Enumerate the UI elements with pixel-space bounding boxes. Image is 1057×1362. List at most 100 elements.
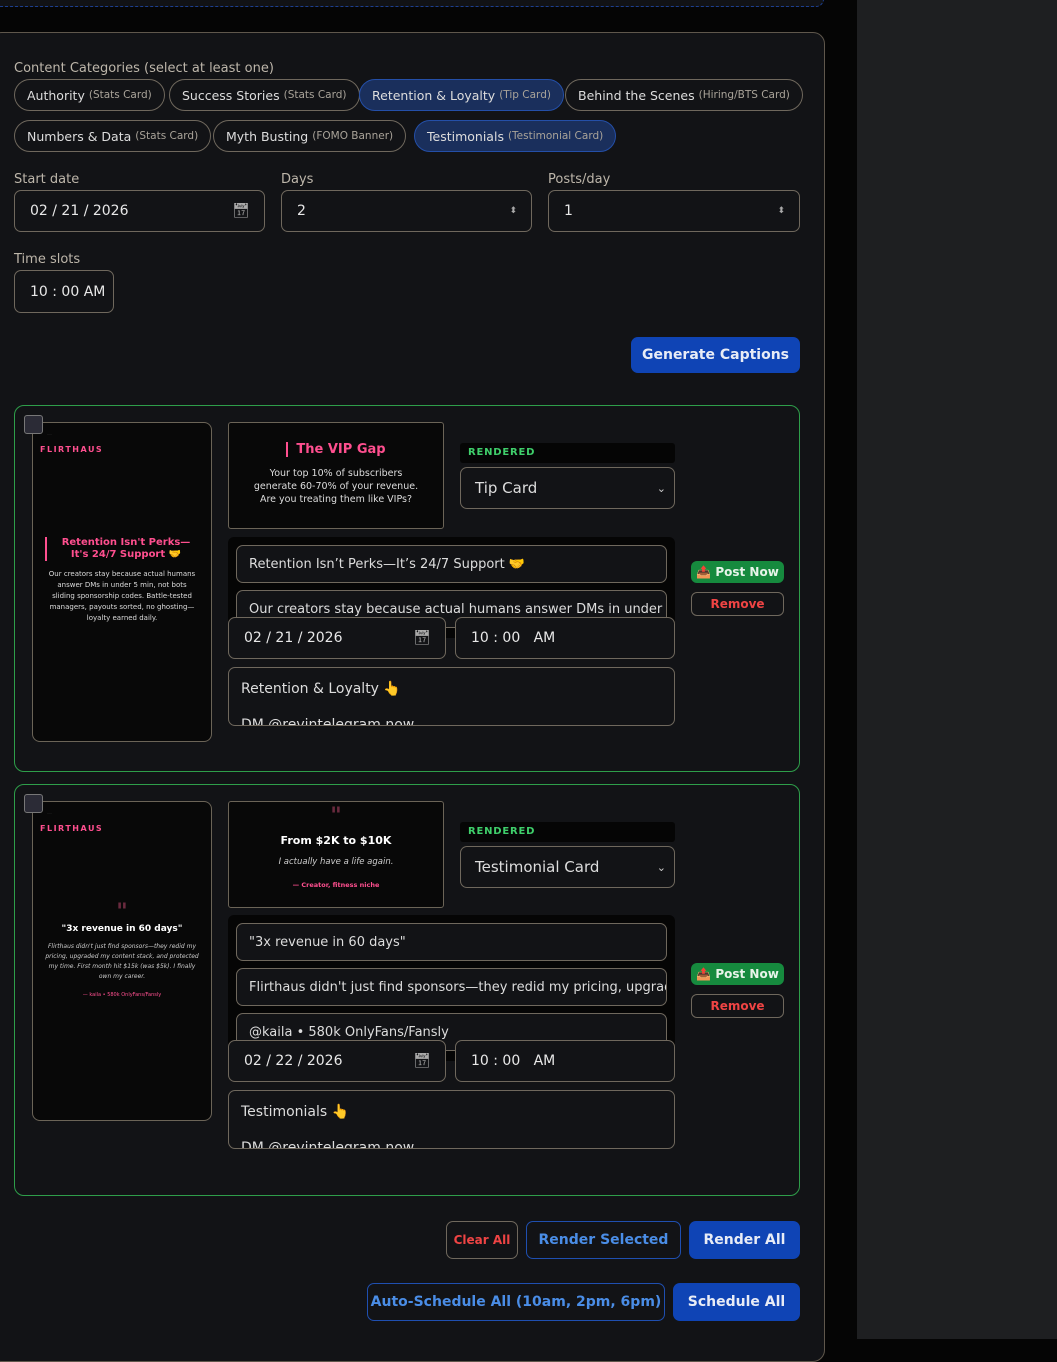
start-date-label: Start date [14,172,80,187]
post-now-button[interactable]: 📤 Post Now [691,963,784,985]
preview-body: Flirthaus didn't just find sponsors—they… [45,943,199,980]
chip-label: Numbers & Data [27,128,132,144]
category-chip[interactable]: Authority (Stats Card) [14,79,165,111]
posts-per-day-value: 1 [564,203,573,219]
preview-tag: ····· [47,432,52,436]
clear-all-button[interactable]: Clear All [446,1221,518,1259]
thumbnail-preview[interactable]: The VIP Gap Your top 10% of subscribers … [228,422,444,529]
caption-field-value: Our creators stay because actual humans … [249,601,667,617]
calendar-icon[interactable]: 📅︎ [232,203,250,219]
thumb-title: From $2K to $10K [280,834,392,847]
template-select[interactable]: Tip Card ⌄ [460,467,675,509]
chip-card-type: (Tip Card) [499,89,551,101]
stepper-icon[interactable]: ⬍ [777,206,785,216]
template-value: Tip Card [475,479,538,497]
calendar-icon[interactable]: 📅︎ [413,630,431,646]
caption-field-value: Flirthaus didn't just find sponsors—they… [249,979,667,995]
chip-card-type: (Stats Card) [88,89,152,101]
caption-field-value: @kaila • 580k OnlyFans/Fansly [249,1024,449,1040]
caption-field[interactable]: "3x revenue in 60 days" [236,923,667,961]
side-background [857,0,1057,1339]
status-badge: RENDERED [460,443,675,463]
status-badge: RENDERED [460,822,675,842]
rendered-preview[interactable]: ····· FLIRTHAUS Retention Isn't Perks—It'… [32,422,212,742]
start-date-value: 02 / 21 / 2026 [30,203,129,219]
posts-per-day-label: Posts/day [548,172,611,187]
caption-field[interactable]: Flirthaus didn't just find sponsors—they… [236,968,667,1006]
category-chip[interactable]: Retention & Loyalty (Tip Card) [359,79,564,111]
preview-author: — kaila • 580k OnlyFans/Fansly [82,992,162,998]
chip-card-type: (Stats Card) [135,130,199,142]
post-date-value: 02 / 22 / 2026 [244,1053,343,1069]
chip-card-type: (Testimonial Card) [507,130,604,142]
template-select[interactable]: Testimonial Card ⌄ [460,846,675,888]
time-slot-value: 10 : 00 AM [30,283,106,300]
quote-icon: " [330,804,342,829]
caption-line: DM @revintelegram now [241,1140,415,1149]
posts-per-day-input[interactable]: 1 ⬍ [548,190,800,232]
schedule-all-button[interactable]: Schedule All [673,1283,800,1321]
days-value: 2 [297,203,306,219]
caption-textarea[interactable]: Testimonials 👆 DM @revintelegram now [228,1090,675,1149]
category-chip[interactable]: Behind the Scenes (Hiring/BTS Card) [565,79,803,111]
auto-schedule-button[interactable]: Auto-Schedule All (10am, 2pm, 6pm) [367,1283,665,1321]
caption-field-value: Retention Isn’t Perks—It’s 24/7 Support … [249,556,526,572]
calendar-icon[interactable]: 📅︎ [413,1053,431,1069]
post-date-input[interactable]: 02 / 21 / 2026 📅︎ [228,617,446,659]
chevron-down-icon: ⌄ [656,481,666,495]
post-card: ····· FLIRTHAUS " "3x revenue in 60 days"… [14,784,800,1196]
chip-card-type: (FOMO Banner) [312,130,394,142]
caption-textarea[interactable]: Retention & Loyalty 👆 DM @revintelegram n… [228,667,675,726]
chip-label: Success Stories [182,87,280,103]
chip-card-type: (Hiring/BTS Card) [698,89,790,101]
post-now-button[interactable]: 📤 Post Now [691,561,784,583]
chip-label: Retention & Loyalty [372,87,496,103]
thumb-author: — Creator, fitness niche [292,881,380,889]
render-selected-button[interactable]: Render Selected [526,1221,681,1259]
post-time-input[interactable]: 10 : 00 AM [455,617,675,659]
days-input[interactable]: 2 ⬍ [281,190,532,232]
start-date-input[interactable]: 02 / 21 / 2026 📅︎ [14,190,265,232]
post-date-value: 02 / 21 / 2026 [244,630,343,646]
chip-label: Testimonials [427,128,504,144]
thumb-body: Your top 10% of subscribers generate 60-… [253,468,419,505]
upload-dropzone[interactable] [0,0,824,7]
post-card: ····· FLIRTHAUS Retention Isn't Perks—It'… [14,405,800,772]
post-date-input[interactable]: 02 / 22 / 2026 📅︎ [228,1040,446,1082]
chip-card-type: (Stats Card) [283,89,347,101]
remove-button[interactable]: Remove [691,994,784,1018]
caption-field-value: "3x revenue in 60 days" [249,934,406,950]
chip-label: Behind the Scenes [578,87,695,103]
category-chip[interactable]: Testimonials (Testimonial Card) [414,120,617,152]
thumbnail-preview[interactable]: " From $2K to $10K I actually have a lif… [228,801,444,908]
post-time-value: 10 : 00 AM [471,630,556,646]
chip-label: Authority [27,87,85,103]
time-slots-label: Time slots [14,252,81,267]
days-label: Days [281,172,314,187]
preview-title: Retention Isn't Perks—It's 24/7 Support … [45,537,199,561]
thumb-title: The VIP Gap [286,442,386,457]
category-chip[interactable]: Myth Busting (FOMO Banner) [213,120,407,152]
preview-tag: ····· [47,811,52,815]
rendered-preview[interactable]: ····· FLIRTHAUS " "3x revenue in 60 days"… [32,801,212,1121]
thumb-body: I actually have a life again. [278,857,394,867]
remove-button[interactable]: Remove [691,592,784,616]
quote-icon: " [116,900,128,925]
stepper-icon[interactable]: ⬍ [509,206,517,216]
category-chip[interactable]: Numbers & Data (Stats Card) [14,120,212,152]
categories-label: Content Categories (select at least one) [14,61,274,76]
caption-line: DM @revintelegram now [241,717,415,726]
caption-field[interactable]: Retention Isn’t Perks—It’s 24/7 Support … [236,545,667,583]
caption-line: Retention & Loyalty 👆 [241,681,401,697]
chevron-down-icon: ⌄ [656,860,666,874]
caption-fields: "3x revenue in 60 days" Flirthaus didn't … [228,915,675,1061]
time-slot-input[interactable]: 10 : 00 AM [14,270,114,313]
select-checkbox[interactable] [24,415,43,434]
template-value: Testimonial Card [475,858,600,876]
generate-captions-button[interactable]: Generate Captions [631,337,800,373]
select-checkbox[interactable] [24,794,43,813]
preview-title: "3x revenue in 60 days" [61,924,183,934]
render-all-button[interactable]: Render All [689,1221,800,1259]
post-time-input[interactable]: 10 : 00 AM [455,1040,675,1082]
category-chip[interactable]: Success Stories (Stats Card) [169,79,360,111]
